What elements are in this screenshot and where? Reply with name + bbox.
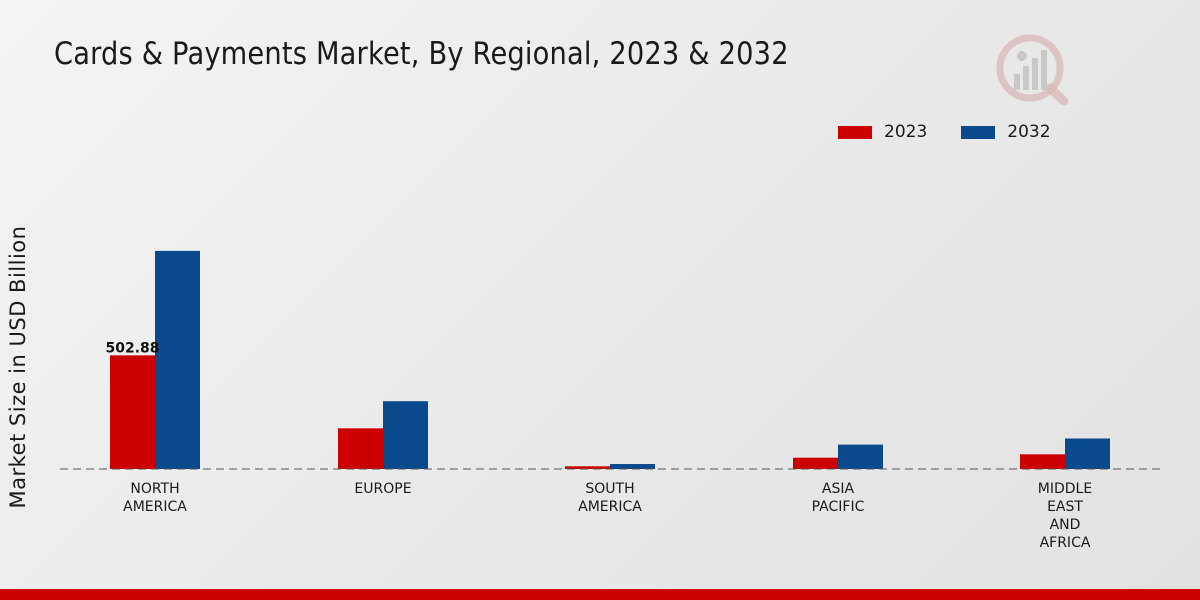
legend-item-2023: 2023 <box>838 122 927 142</box>
legend-label-2023: 2023 <box>884 122 928 142</box>
bar-2023-0 <box>110 355 155 469</box>
bar-2023-4 <box>1020 454 1065 469</box>
bar-2032-4 <box>1065 438 1110 469</box>
x-tick-label-2: SOUTH AMERICA <box>578 481 642 515</box>
bar-2023-3 <box>793 457 838 469</box>
x-tick-label-1: EUROPE <box>354 481 411 497</box>
legend-label-2032: 2032 <box>1007 122 1051 142</box>
bar-2032-3 <box>838 444 883 469</box>
data-label-0: 502.88 <box>105 340 159 356</box>
legend-swatch-2032 <box>961 125 996 139</box>
x-tick-label-0: NORTH AMERICA <box>123 481 187 515</box>
legend-swatch-2023 <box>838 125 872 139</box>
x-tick-label-3: ASIA PACIFIC <box>812 481 865 515</box>
bar-2023-2 <box>565 466 610 469</box>
market-research-logo-icon <box>996 34 1069 106</box>
bar-2023-1 <box>338 428 383 469</box>
bar-2032-0 <box>155 250 200 469</box>
x-tick-label-4: MIDDLE EAST AND AFRICA <box>1038 481 1092 551</box>
chart-legend: 2023 2032 <box>838 122 1085 142</box>
footer-bar <box>0 589 1200 600</box>
legend-item-2032: 2032 <box>961 122 1051 142</box>
bar-2032-2 <box>610 464 655 469</box>
chart-title: Cards & Payments Market, By Regional, 20… <box>54 36 789 72</box>
bar-2032-1 <box>383 401 428 469</box>
